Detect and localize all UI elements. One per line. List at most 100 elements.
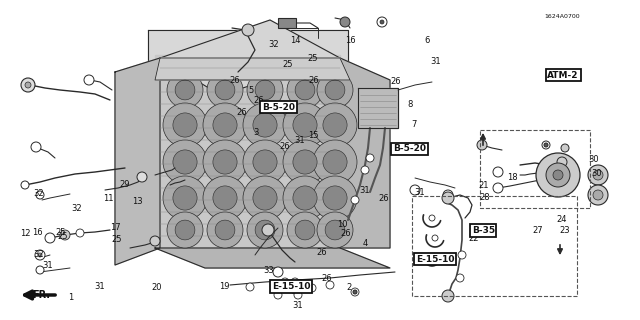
Polygon shape	[340, 58, 390, 248]
Circle shape	[542, 141, 550, 149]
Circle shape	[325, 80, 345, 100]
Circle shape	[207, 212, 243, 248]
Circle shape	[243, 140, 287, 184]
Text: 32: 32	[33, 250, 44, 259]
Circle shape	[246, 283, 254, 291]
Text: 6: 6	[425, 36, 430, 45]
Circle shape	[553, 170, 563, 180]
Circle shape	[76, 229, 84, 237]
Circle shape	[561, 144, 569, 152]
Circle shape	[295, 80, 315, 100]
Circle shape	[293, 113, 317, 137]
Circle shape	[45, 233, 55, 243]
Circle shape	[175, 220, 195, 240]
Circle shape	[429, 215, 435, 221]
Text: 25: 25	[283, 60, 293, 68]
Circle shape	[253, 150, 277, 174]
Circle shape	[442, 290, 454, 302]
Text: B-5-20: B-5-20	[393, 144, 426, 153]
Circle shape	[317, 72, 353, 108]
Circle shape	[137, 172, 147, 182]
Circle shape	[31, 142, 41, 152]
Text: 30: 30	[591, 169, 602, 178]
Circle shape	[443, 190, 453, 200]
Circle shape	[274, 291, 282, 299]
Circle shape	[308, 284, 316, 292]
Circle shape	[323, 150, 347, 174]
Polygon shape	[155, 248, 390, 268]
Circle shape	[410, 185, 420, 195]
Circle shape	[295, 220, 315, 240]
Circle shape	[35, 250, 45, 260]
Circle shape	[203, 103, 247, 147]
Circle shape	[544, 143, 548, 147]
Circle shape	[173, 186, 197, 210]
Circle shape	[442, 192, 454, 204]
Polygon shape	[160, 20, 340, 95]
Circle shape	[458, 251, 466, 259]
Text: 31: 31	[94, 282, 104, 291]
Text: 9: 9	[419, 148, 424, 157]
Circle shape	[493, 167, 503, 177]
Circle shape	[283, 176, 327, 220]
Text: 8: 8	[407, 100, 412, 108]
Text: 16: 16	[346, 36, 356, 45]
Text: 16: 16	[32, 228, 42, 237]
Text: 5: 5	[248, 86, 253, 95]
Text: 31: 31	[360, 186, 370, 195]
Circle shape	[25, 82, 31, 88]
Circle shape	[340, 17, 350, 27]
Text: 12: 12	[20, 229, 31, 238]
Text: 22: 22	[468, 234, 479, 243]
Circle shape	[536, 153, 580, 197]
Polygon shape	[155, 55, 340, 248]
Text: 26: 26	[379, 194, 389, 203]
Text: 26: 26	[316, 248, 326, 257]
Circle shape	[36, 191, 44, 199]
Circle shape	[429, 255, 435, 261]
Circle shape	[173, 150, 197, 174]
Circle shape	[361, 166, 369, 174]
Text: 30: 30	[589, 155, 599, 164]
Circle shape	[456, 274, 464, 282]
Text: 25: 25	[56, 228, 66, 237]
Text: 11: 11	[104, 194, 114, 203]
Circle shape	[253, 113, 277, 137]
Text: ATM-2: ATM-2	[547, 71, 579, 80]
Text: B-35: B-35	[472, 226, 495, 235]
Text: 28: 28	[480, 193, 490, 202]
Circle shape	[215, 220, 235, 240]
Polygon shape	[148, 30, 348, 240]
Circle shape	[377, 17, 387, 27]
Text: 32: 32	[33, 189, 44, 198]
Circle shape	[21, 181, 29, 189]
Text: 32: 32	[269, 40, 279, 49]
Circle shape	[287, 212, 323, 248]
Circle shape	[84, 75, 94, 85]
Circle shape	[167, 212, 203, 248]
Circle shape	[215, 80, 235, 100]
Text: 32: 32	[72, 204, 82, 212]
Text: 3: 3	[253, 128, 259, 137]
Circle shape	[213, 186, 237, 210]
Text: 26: 26	[237, 108, 247, 116]
Text: 27: 27	[532, 226, 543, 235]
Circle shape	[366, 154, 374, 162]
Text: 17: 17	[110, 223, 120, 232]
Text: 25: 25	[307, 54, 317, 63]
Circle shape	[242, 24, 254, 36]
Circle shape	[150, 236, 160, 246]
Text: 18: 18	[507, 173, 517, 182]
Circle shape	[273, 267, 283, 277]
Circle shape	[255, 220, 275, 240]
Text: 21: 21	[479, 181, 489, 190]
Circle shape	[313, 103, 357, 147]
Polygon shape	[358, 88, 398, 128]
Circle shape	[477, 140, 487, 150]
Circle shape	[325, 220, 345, 240]
Text: 14: 14	[291, 36, 301, 45]
Circle shape	[163, 103, 207, 147]
Circle shape	[262, 224, 274, 236]
Circle shape	[432, 235, 438, 241]
Circle shape	[291, 286, 299, 294]
